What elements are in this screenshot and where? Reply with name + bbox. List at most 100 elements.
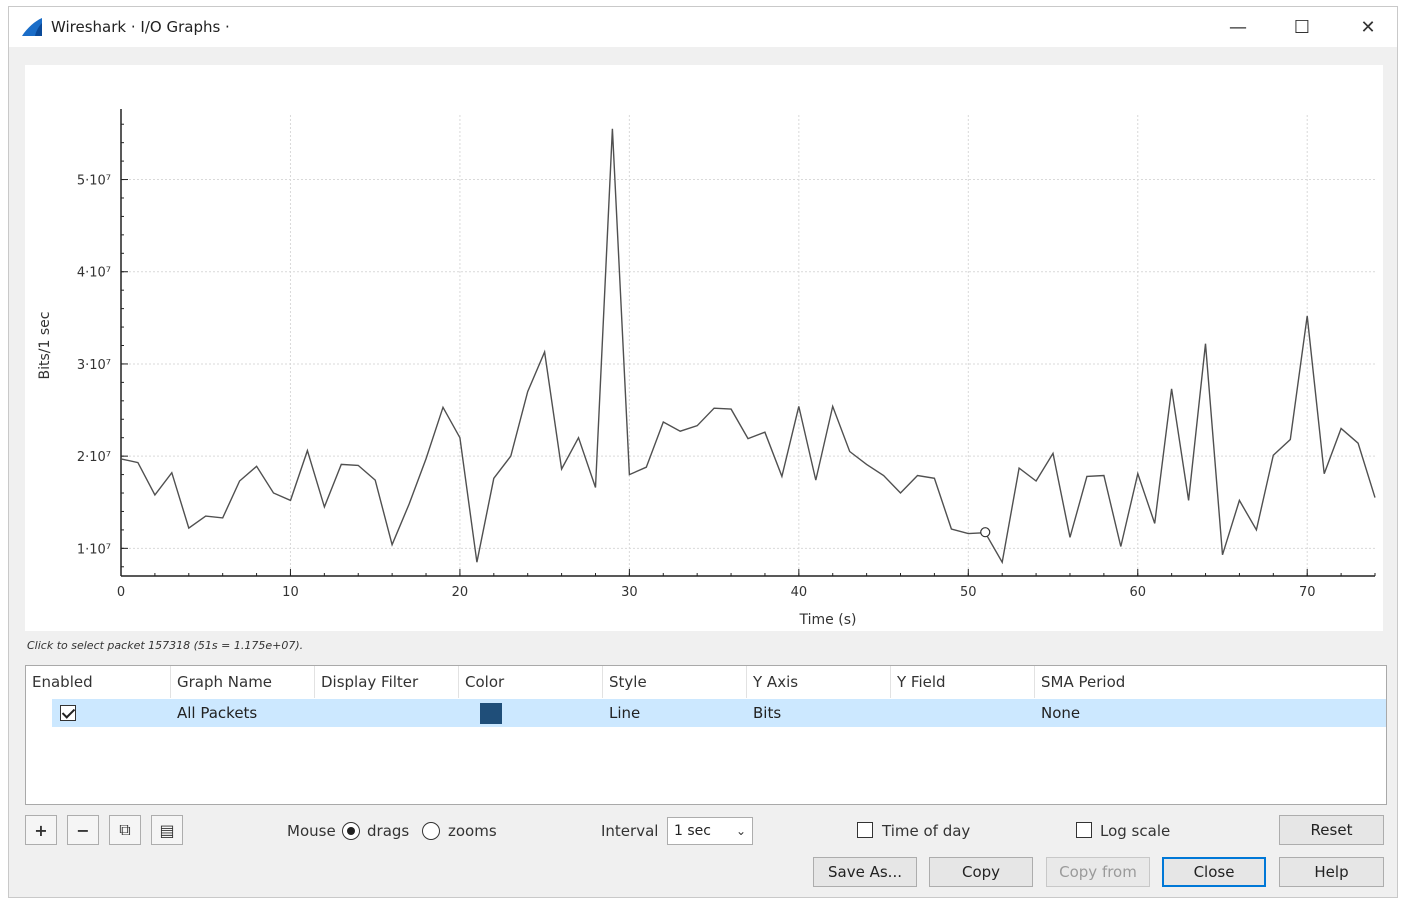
data-point[interactable]	[1051, 451, 1055, 455]
data-point[interactable]	[356, 463, 360, 467]
data-point[interactable]	[1017, 466, 1021, 470]
column-header-style[interactable]: Style	[603, 666, 747, 698]
data-point[interactable]	[865, 462, 869, 466]
data-point[interactable]	[712, 406, 716, 410]
data-point[interactable]	[322, 505, 326, 509]
data-point[interactable]	[627, 473, 631, 477]
data-point[interactable]	[441, 405, 445, 409]
time-of-day-checkbox[interactable]	[857, 822, 873, 838]
mouse-zooms-radio[interactable]	[422, 822, 440, 840]
data-point[interactable]	[1322, 472, 1326, 476]
data-point[interactable]	[1305, 314, 1309, 318]
data-point[interactable]	[593, 485, 597, 489]
data-point[interactable]	[560, 467, 564, 471]
data-point[interactable]	[1204, 342, 1208, 346]
data-point[interactable]	[949, 527, 953, 531]
data-point[interactable]	[238, 479, 242, 483]
column-header-y-axis[interactable]: Y Axis	[747, 666, 891, 698]
interval-select[interactable]: 1 sec ⌄	[667, 817, 753, 845]
copy-graph-button[interactable]: ⧉	[109, 815, 141, 845]
data-point[interactable]	[966, 532, 970, 536]
data-point[interactable]	[373, 478, 377, 482]
save-as-button[interactable]: Save As...	[813, 857, 917, 887]
data-point[interactable]	[644, 465, 648, 469]
data-point[interactable]	[509, 454, 513, 458]
io-graph-plot[interactable]: 0 10 20 30 40 50 60 70 1·10⁷ 2·10⁷ 3·10⁷ 4·10⁷ 5·10⁷…	[25, 65, 1383, 631]
graph-name-cell[interactable]: All Packets	[177, 704, 258, 722]
data-point[interactable]	[272, 491, 276, 495]
data-point[interactable]	[797, 404, 801, 408]
data-point[interactable]	[1153, 521, 1157, 525]
data-point[interactable]	[746, 437, 750, 441]
data-point[interactable]	[526, 390, 530, 394]
graphs-table[interactable]: Enabled Graph Name Display Filter Color …	[25, 665, 1387, 805]
data-point[interactable]	[1068, 535, 1072, 539]
data-point[interactable]	[932, 476, 936, 480]
data-point[interactable]	[848, 450, 852, 454]
minimize-button[interactable]: —	[1215, 13, 1261, 41]
data-point[interactable]	[729, 407, 733, 411]
help-button[interactable]: Help	[1279, 857, 1384, 887]
data-point[interactable]	[915, 474, 919, 478]
data-point[interactable]	[1373, 496, 1377, 500]
add-graph-button[interactable]: +	[25, 815, 57, 845]
data-point[interactable]	[1000, 560, 1004, 564]
data-point[interactable]	[814, 478, 818, 482]
column-header-display-filter[interactable]: Display Filter	[315, 666, 459, 698]
y-field-cell[interactable]	[891, 699, 897, 727]
data-point[interactable]	[1034, 479, 1038, 483]
copy-button[interactable]: Copy	[929, 857, 1033, 887]
data-point[interactable]	[780, 474, 784, 478]
data-point[interactable]	[204, 514, 208, 518]
display-filter-cell[interactable]	[315, 699, 321, 727]
data-point[interactable]	[153, 493, 157, 497]
style-cell[interactable]: Line	[609, 704, 641, 722]
data-point[interactable]	[492, 476, 496, 480]
data-point[interactable]	[1271, 453, 1275, 457]
clear-graphs-button[interactable]: ▤	[151, 815, 183, 845]
table-row[interactable]	[52, 699, 1386, 727]
data-point[interactable]	[1136, 472, 1140, 476]
data-point[interactable]	[695, 424, 699, 428]
data-point[interactable]	[1170, 387, 1174, 391]
sma-period-cell[interactable]: None	[1041, 704, 1081, 722]
data-point[interactable]	[577, 436, 581, 440]
data-point[interactable]	[661, 420, 665, 424]
data-point[interactable]	[831, 404, 835, 408]
data-point[interactable]	[1339, 426, 1343, 430]
data-point[interactable]	[458, 436, 462, 440]
enabled-checkbox[interactable]	[60, 705, 76, 721]
data-point[interactable]	[1288, 438, 1292, 442]
data-point[interactable]	[1237, 498, 1241, 502]
close-window-button[interactable]: ✕	[1345, 13, 1391, 41]
column-header-graph-name[interactable]: Graph Name	[171, 666, 315, 698]
data-point[interactable]	[1085, 474, 1089, 478]
column-header-enabled[interactable]: Enabled	[26, 666, 171, 698]
y-axis-cell[interactable]: Bits	[753, 704, 782, 722]
time-of-day-label[interactable]: Time of day	[882, 822, 971, 840]
column-header-sma-period[interactable]: SMA Period	[1041, 673, 1126, 691]
data-point[interactable]	[170, 471, 174, 475]
data-point[interactable]	[424, 457, 428, 461]
maximize-button[interactable]: ☐	[1279, 13, 1325, 41]
io-graph-svg[interactable]: 0 10 20 30 40 50 60 70 1·10⁷ 2·10⁷ 3·10⁷ 4·10⁷ 5·10⁷…	[25, 65, 1383, 631]
color-swatch[interactable]	[480, 703, 502, 724]
data-point[interactable]	[678, 429, 682, 433]
data-point[interactable]	[136, 461, 140, 465]
data-point[interactable]	[119, 457, 123, 461]
data-point[interactable]	[1102, 474, 1106, 478]
mouse-drags-radio[interactable]	[342, 822, 360, 840]
column-header-y-field[interactable]: Y Field	[891, 666, 1035, 698]
data-point[interactable]	[475, 560, 479, 564]
data-point[interactable]	[255, 464, 259, 468]
copy-from-button[interactable]: Copy from	[1046, 857, 1150, 887]
data-point[interactable]	[899, 491, 903, 495]
log-scale-checkbox[interactable]	[1076, 822, 1092, 838]
data-point[interactable]	[187, 526, 191, 530]
data-point[interactable]	[610, 127, 614, 131]
data-point[interactable]	[1254, 528, 1258, 532]
data-point[interactable]	[305, 449, 309, 453]
mouse-drags-label[interactable]: drags	[367, 822, 410, 840]
data-point[interactable]	[288, 498, 292, 502]
data-point[interactable]	[407, 502, 411, 506]
